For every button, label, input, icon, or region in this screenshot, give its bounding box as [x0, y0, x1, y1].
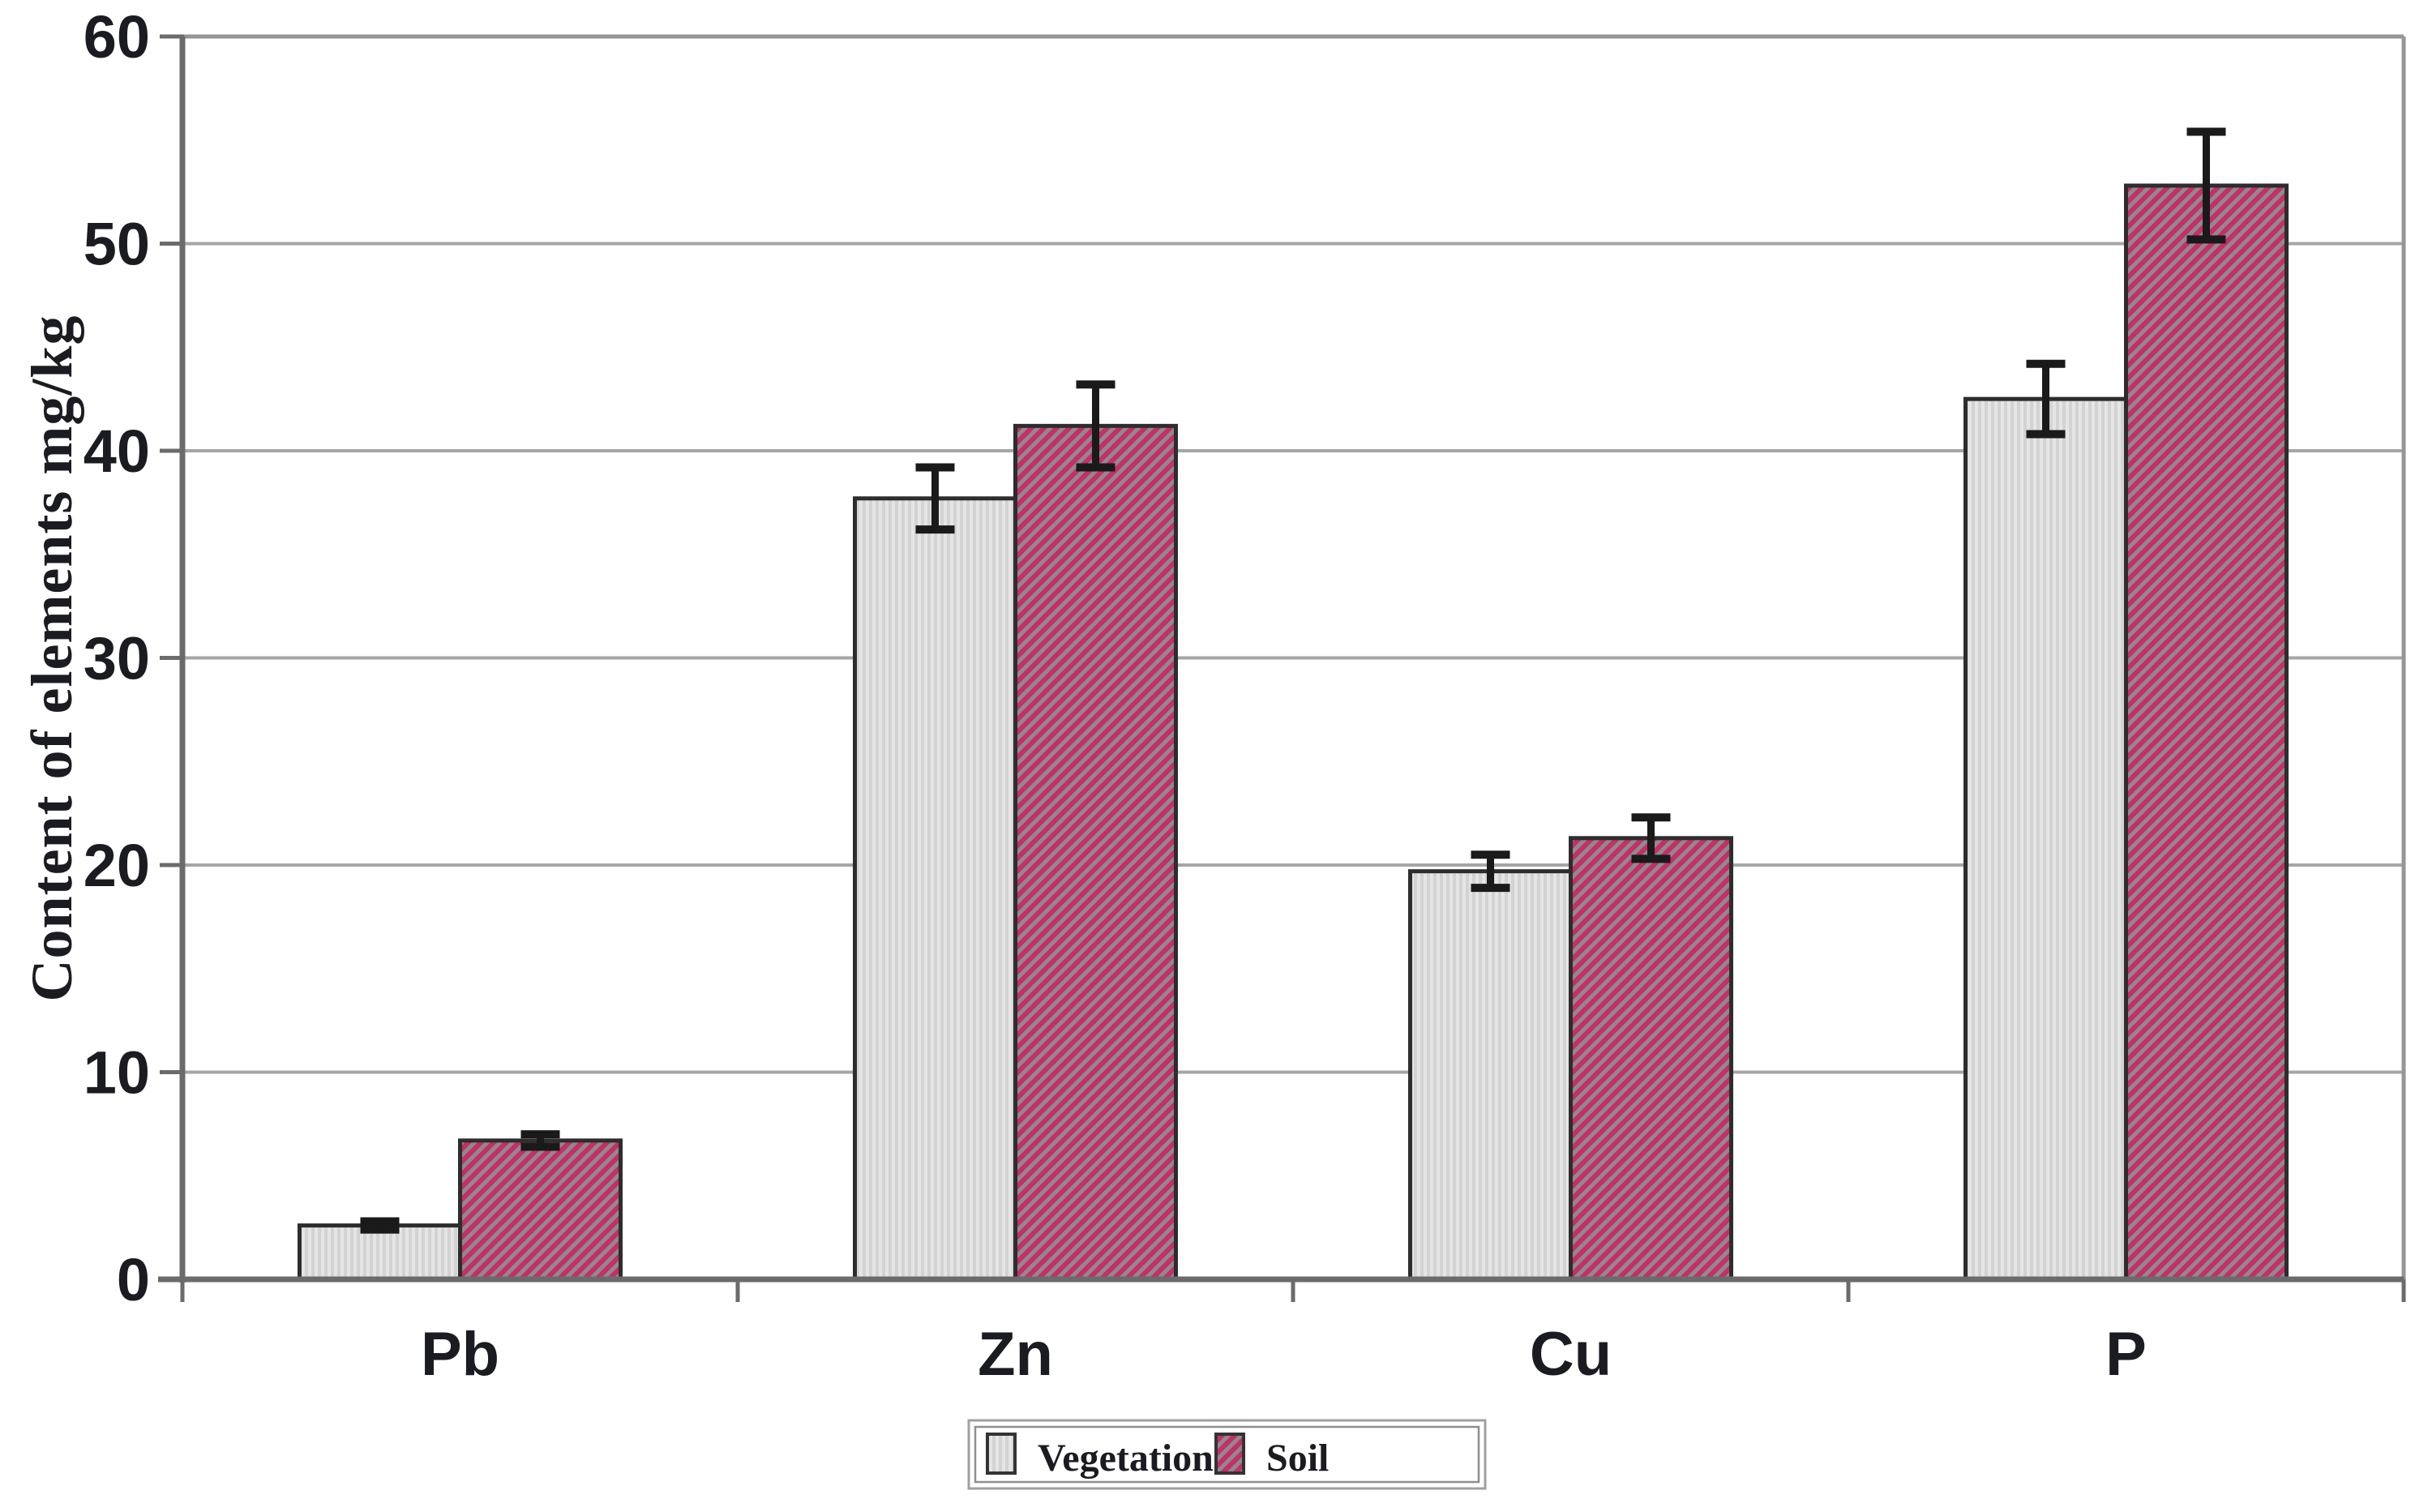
y-tick-label-60: 60: [84, 3, 150, 71]
error-bar-vegetation-zn: [915, 463, 955, 534]
error-bar-soil-pb: [520, 1130, 560, 1151]
y-tick-label-30: 30: [84, 625, 150, 692]
y-tick-label-0: 0: [117, 1246, 150, 1313]
legend-label-soil: Soil: [1266, 1437, 1329, 1480]
y-tick-label-20: 20: [84, 832, 150, 899]
error-bar-soil-p: [2186, 127, 2226, 244]
legend-swatch-vegetation: [986, 1433, 1017, 1475]
legend-swatch-soil: [1214, 1433, 1245, 1475]
x-label-cu: Cu: [1530, 1320, 1612, 1389]
bar-soil-cu: [1569, 836, 1733, 1282]
x-label-pb: Pb: [421, 1320, 499, 1389]
y-tick-label-40: 40: [84, 418, 150, 485]
legend-label-vegetation: Vegetation: [1038, 1437, 1214, 1480]
legend: Vegetation Soil: [967, 1419, 1487, 1490]
y-tick-label-10: 10: [84, 1039, 150, 1107]
bar-soil-pb: [458, 1138, 623, 1282]
error-bar-soil-cu: [1631, 813, 1671, 863]
x-label-zn: Zn: [978, 1320, 1053, 1389]
error-bar-soil-zn: [1076, 380, 1116, 472]
bar-vegetation-p: [1963, 396, 2128, 1282]
legend-box-inner: [974, 1425, 1480, 1484]
error-bar-vegetation-p: [2026, 359, 2066, 439]
y-axis-title: Content of elements mg/kg: [19, 315, 84, 1002]
bar-vegetation-zn: [853, 496, 1017, 1282]
bar-soil-zn: [1013, 423, 1178, 1282]
bar-soil-p: [2124, 183, 2289, 1282]
x-label-p: P: [2105, 1320, 2147, 1389]
error-bar-vegetation-cu: [1471, 850, 1510, 893]
error-bar-vegetation-pb: [360, 1217, 400, 1234]
bar-vegetation-cu: [1408, 869, 1573, 1282]
y-tick-label-50: 50: [84, 211, 150, 278]
